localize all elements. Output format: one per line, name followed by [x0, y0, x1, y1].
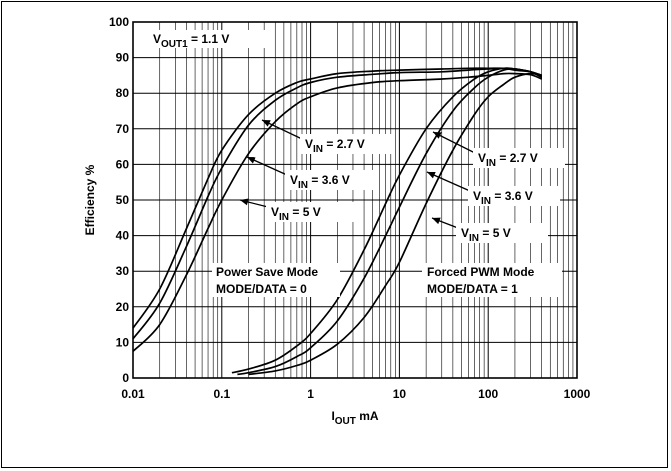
vout-annotation: VOUT1 = 1.1 V: [148, 30, 268, 50]
pointer-arrowhead: [433, 132, 442, 139]
pointer-arrowhead: [247, 157, 256, 164]
y-tick-label: 60: [116, 157, 130, 171]
pointer-arrowhead: [432, 217, 441, 225]
ps-vin-label: VIN = 2.7 V: [305, 137, 365, 155]
axis-labels: IOUT mA Efficiency %: [83, 164, 379, 427]
y-tick-label: 40: [116, 229, 130, 243]
y-tick-label: 50: [116, 193, 130, 207]
y-tick-label: 30: [116, 264, 130, 278]
ps-vin-label: VIN = 3.6 V: [290, 173, 350, 191]
pwm-vin-label: VIN = 3.6 V: [473, 189, 533, 207]
label-background: [300, 134, 392, 154]
forced-pwm-mode-annotation: Forced PWM Mode MODE/DATA = 1: [422, 263, 562, 297]
x-tick-label: 0.1: [213, 387, 230, 401]
vout-label: VOUT1 = 1.1 V: [153, 32, 229, 50]
tick-labels: 0.01 0.1 1 10 100 1000 0 10 20 30 40 50 60 70 80 90 100: [109, 15, 591, 401]
pwm-vin-annotation: VIN = 3.6 V: [426, 171, 560, 207]
ps-vin-annotation: VIN = 3.6 V: [246, 156, 377, 191]
label-background: [468, 186, 560, 206]
power-save-mode-label: Power Save Mode: [216, 265, 318, 279]
x-tick-label: 10: [393, 387, 407, 401]
pointer-arrowhead: [240, 198, 249, 206]
pwm-vin-annotation: VIN = 5 V: [431, 217, 548, 244]
x-axis-label: IOUT mA: [331, 409, 378, 427]
pwm-vin-annotation: VIN = 2.7 V: [432, 131, 565, 169]
series-line-power-save-5V: [132, 72, 543, 352]
power-save-mode-label: MODE/DATA = 0: [216, 282, 307, 296]
plot-border: [132, 21, 578, 379]
y-tick-label: 70: [116, 122, 130, 136]
label-background: [422, 263, 562, 297]
annotations: VOUT1 = 1.1 V VIN = 2.7 V VIN = 3.6 V VIN =…: [148, 30, 565, 297]
x-tick-label: 100: [478, 387, 498, 401]
forced-pwm-mode-label: MODE/DATA = 1: [427, 282, 518, 296]
series-line-forced-pwm-5V: [248, 72, 542, 376]
ps-vin-label: VIN = 5 V: [271, 205, 321, 223]
y-tick-label: 80: [116, 86, 130, 100]
series-layer: [132, 67, 543, 376]
power-save-mode-annotation: Power Save Mode MODE/DATA = 0: [212, 263, 340, 297]
series-line-forced-pwm-36V: [237, 67, 542, 376]
ps-vin-annotation: VIN = 2.7 V: [261, 119, 392, 155]
forced-pwm-mode-label: Forced PWM Mode: [427, 265, 535, 279]
pwm-vin-label: VIN = 2.7 V: [478, 151, 538, 169]
pointer-arrowhead: [427, 172, 436, 179]
ps-vin-annotation: VIN = 5 V: [239, 198, 358, 223]
label-background: [148, 30, 268, 48]
series-line-forced-pwm-27V: [231, 67, 543, 374]
x-tick-label: 1000: [564, 387, 591, 401]
pwm-vin-label: VIN = 5 V: [461, 226, 511, 244]
pointer-arrowhead: [262, 120, 271, 127]
y-tick-label: 10: [116, 335, 130, 349]
label-background: [266, 202, 358, 222]
label-background: [212, 263, 340, 297]
x-tick-label: 0.01: [121, 387, 145, 401]
y-axis-label: Efficiency %: [83, 164, 97, 235]
y-tick-label: 90: [116, 51, 130, 65]
y-tick-label: 0: [122, 371, 129, 385]
label-background: [456, 223, 548, 243]
x-tick-label: 1: [307, 387, 314, 401]
label-background: [285, 170, 377, 190]
y-tick-label: 20: [116, 300, 130, 314]
y-tick-label: 100: [109, 15, 129, 29]
label-background: [473, 148, 565, 168]
